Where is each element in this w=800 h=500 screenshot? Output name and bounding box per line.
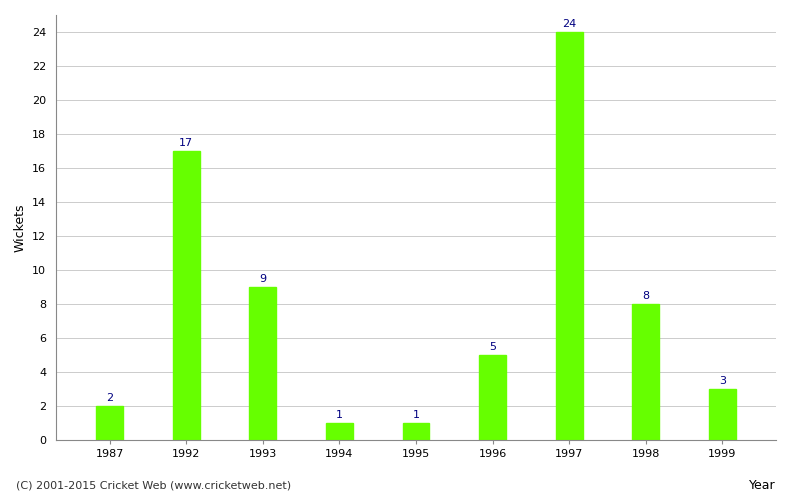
- Text: 3: 3: [719, 376, 726, 386]
- Bar: [402, 423, 430, 440]
- Bar: [173, 151, 200, 440]
- Text: 1: 1: [413, 410, 419, 420]
- Bar: [709, 389, 736, 440]
- Text: 9: 9: [259, 274, 266, 284]
- Text: Year: Year: [750, 479, 776, 492]
- Y-axis label: Wickets: Wickets: [14, 203, 26, 252]
- Bar: [479, 355, 506, 440]
- Bar: [556, 32, 582, 440]
- Text: 1: 1: [336, 410, 343, 420]
- Text: 2: 2: [106, 394, 113, 404]
- Text: 24: 24: [562, 20, 576, 30]
- Text: (C) 2001-2015 Cricket Web (www.cricketweb.net): (C) 2001-2015 Cricket Web (www.cricketwe…: [16, 480, 291, 490]
- Bar: [96, 406, 123, 440]
- Bar: [250, 287, 276, 440]
- Bar: [326, 423, 353, 440]
- Text: 5: 5: [489, 342, 496, 352]
- Text: 8: 8: [642, 292, 650, 302]
- Text: 17: 17: [179, 138, 194, 148]
- Bar: [632, 304, 659, 440]
